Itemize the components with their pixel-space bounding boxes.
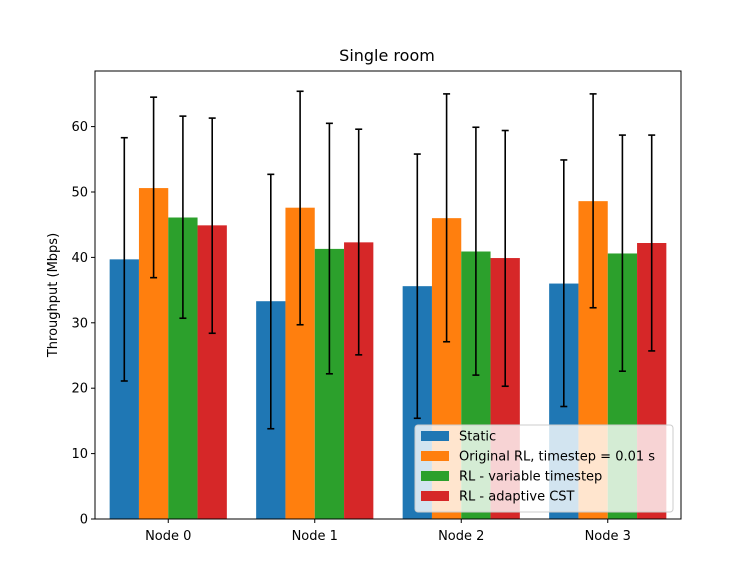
- legend-swatch: [421, 471, 449, 481]
- x-tick-label-2: Node 2: [438, 529, 484, 544]
- error-bar-4-3: [501, 129, 509, 388]
- error-bar-1-1: [120, 136, 128, 382]
- error-bar-1-3: [413, 153, 421, 420]
- x-tick-label-1: Node 1: [292, 529, 338, 544]
- error-bar-1-2: [267, 173, 275, 430]
- legend-item-4: RL - adaptive CST: [421, 490, 575, 505]
- legend-box: [414, 424, 674, 513]
- error-bar-4-2: [355, 128, 363, 356]
- legend-label: RL - adaptive CST: [459, 490, 575, 505]
- error-bars-layer: [120, 90, 656, 430]
- plot-frame: [94, 70, 682, 520]
- ticks-layer: 0 10 20 30 40 50 60 Node 0 Node 1 Node 2 Node 3: [71, 120, 630, 544]
- error-bar-2-2: [296, 90, 304, 326]
- y-tick-label-2: 20: [71, 382, 88, 397]
- y-tick-label-5: 50: [71, 185, 88, 200]
- legend-label: Static: [459, 430, 496, 445]
- y-tick-label-3: 30: [71, 316, 88, 331]
- legend-item-2: Original RL, timestep = 0.01 s: [421, 450, 655, 465]
- x-tick-label-0: Node 0: [145, 529, 191, 544]
- y-tick-label-6: 60: [71, 120, 88, 135]
- error-bar-3-2: [325, 122, 333, 375]
- error-bar-2-3: [443, 93, 451, 343]
- error-bar-1-4: [560, 159, 568, 408]
- y-axis-label: Throughput (Mbps): [46, 233, 61, 358]
- legend-item-1: Static: [421, 430, 496, 445]
- error-bar-4-1: [208, 117, 216, 335]
- chart-title: Single room: [339, 46, 435, 65]
- legend: Static Original RL, timestep = 0.01 s RL -…: [414, 424, 674, 513]
- legend-swatch: [421, 491, 449, 501]
- error-bar-3-4: [618, 134, 626, 372]
- y-tick-label-1: 10: [71, 447, 88, 462]
- x-tick-label-3: Node 3: [585, 529, 631, 544]
- error-bar-4-4: [648, 134, 656, 352]
- legend-label: RL - variable timestep: [459, 470, 602, 485]
- y-tick-label-4: 40: [71, 251, 88, 266]
- error-bar-3-1: [179, 115, 187, 320]
- legend-item-3: RL - variable timestep: [421, 470, 602, 485]
- error-bar-2-1: [150, 96, 158, 279]
- y-tick-label-0: 0: [80, 513, 88, 528]
- legend-swatch: [421, 451, 449, 461]
- error-bar-3-3: [472, 126, 480, 376]
- error-bar-2-4: [589, 93, 597, 309]
- legend-swatch: [421, 431, 449, 441]
- legend-label: Original RL, timestep = 0.01 s: [459, 450, 655, 465]
